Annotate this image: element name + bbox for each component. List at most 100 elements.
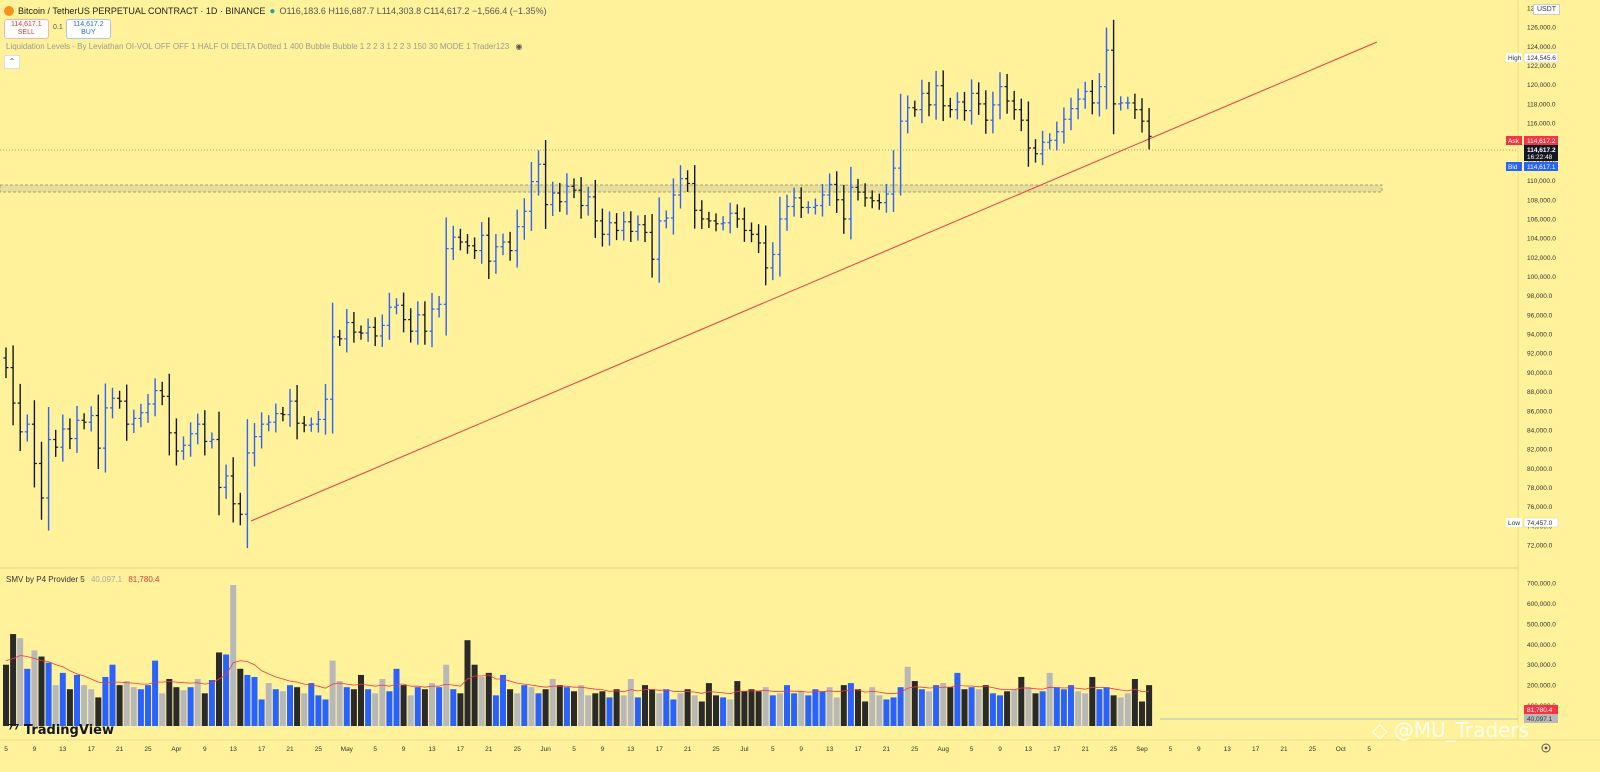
eye-icon[interactable]: ◉: [515, 42, 523, 51]
price-bar: [514, 209, 520, 268]
price-bar: [323, 383, 328, 435]
volume-bar: [805, 695, 812, 726]
time-tick-label: 5: [1169, 746, 1173, 753]
buy-button[interactable]: 114,617.2 BUY: [66, 19, 111, 39]
price-bar: [95, 394, 101, 470]
time-tick-label: May: [341, 746, 354, 753]
volume-bar: [31, 650, 38, 726]
low-label: Low 74,457.0: [1506, 517, 1559, 528]
volume-bar: [287, 685, 293, 726]
time-tick-label: 17: [1252, 746, 1260, 753]
volume-bar: [926, 691, 932, 726]
volume-bar: [109, 664, 116, 726]
svg-text:114,617.2: 114,617.2: [1527, 138, 1556, 145]
price-bar: [805, 201, 811, 214]
price-tick-label: 122,000.0: [1527, 63, 1556, 70]
price-bar: [791, 187, 797, 217]
volume-bar: [634, 697, 641, 726]
price-bar: [1018, 98, 1024, 132]
volume-bar: [883, 699, 890, 726]
price-bar: [855, 178, 861, 201]
price-bar: [621, 211, 627, 241]
volume-bar: [52, 685, 59, 726]
price-bar: [408, 308, 414, 343]
time-tick-label: 25: [144, 746, 152, 753]
volume-bar: [130, 687, 137, 726]
price-bar: [429, 292, 435, 348]
price-bar: [216, 411, 222, 516]
volume-bar: [180, 690, 187, 726]
volume-bar: [10, 634, 17, 726]
volume-bar: [216, 652, 222, 726]
volume-bar: [1082, 693, 1089, 726]
volume-bar: [1089, 676, 1096, 726]
price-bar: [131, 409, 137, 433]
price-bar: [699, 200, 705, 230]
volume-bar: [244, 674, 251, 726]
volume-bar: [776, 693, 783, 726]
price-bar: [266, 415, 272, 432]
volume-bar: [542, 689, 549, 726]
time-tick-label: 17: [656, 746, 664, 753]
price-bar: [67, 418, 73, 450]
price-bar: [507, 231, 513, 261]
price-bar: [351, 311, 357, 343]
price-bar: [1082, 81, 1088, 109]
price-tick-label: 86,000.0: [1527, 408, 1553, 415]
time-tick-label: Jul: [740, 746, 749, 753]
svg-text:40,097.1: 40,097.1: [1527, 716, 1553, 723]
volume-bar: [74, 674, 80, 726]
volume-bar: [933, 685, 940, 726]
volume-bar: [578, 685, 585, 726]
sell-label: SELL: [17, 29, 35, 36]
price-bar: [394, 298, 399, 315]
price-bar: [599, 208, 605, 247]
volume-bar: [911, 681, 918, 726]
price-bar: [777, 196, 783, 277]
settings-gear-icon[interactable]: [1541, 743, 1551, 753]
volume-legend[interactable]: SMV by P4 Provider 5 40,097.1 81,780.4: [6, 575, 159, 584]
symbol-title[interactable]: Bitcoin / TetherUS PERPETUAL CONTRACT · …: [18, 6, 266, 16]
liquidation-zone[interactable]: [0, 184, 1383, 193]
tradingview-logo[interactable]: ⁷⁷ TradingView: [8, 723, 114, 738]
volume-bar: [592, 693, 599, 726]
indicator-legend[interactable]: Liquidation Levels - By Leviathan OI-VOL…: [6, 42, 522, 51]
price-bar: [102, 383, 108, 473]
price-bar: [337, 329, 343, 346]
volume-bar: [997, 695, 1003, 726]
volume-tick-label: 200,000.0: [1527, 683, 1556, 690]
price-bar: [244, 419, 250, 549]
volume-bar: [847, 683, 854, 726]
volume-bar: [940, 683, 947, 726]
volume-bar: [24, 668, 31, 726]
price-bar: [883, 183, 889, 213]
volume-bar: [521, 685, 528, 726]
volume-bar: [698, 701, 705, 726]
time-tick-label: 9: [402, 746, 406, 753]
time-tick-label: Apr: [171, 746, 182, 753]
price-bar: [181, 436, 186, 460]
time-tick-label: 13: [1025, 746, 1033, 753]
price-bar: [869, 190, 875, 209]
time-tick-label: 9: [799, 746, 803, 753]
price-bar: [344, 308, 350, 353]
price-bar: [315, 410, 321, 433]
sell-button[interactable]: 114,617.1 SELL: [4, 19, 49, 39]
currency-selector[interactable]: USDT: [1532, 4, 1560, 15]
volume-bar: [1117, 697, 1124, 726]
volume-bar: [954, 672, 961, 726]
watermark-icon: ◇: [1372, 718, 1388, 742]
trendline[interactable]: [250, 41, 1378, 522]
collapse-legend-button[interactable]: ⌃: [4, 55, 20, 69]
price-bar: [919, 79, 925, 124]
volume-bar: [918, 689, 925, 726]
volume-bar: [1131, 679, 1138, 726]
price-bar: [678, 165, 683, 209]
volume-value: 40,097.1: [90, 575, 123, 584]
volume-bar: [862, 701, 869, 726]
volume-bar: [989, 693, 996, 726]
symbol-header: Bitcoin / TetherUS PERPETUAL CONTRACT · …: [4, 4, 547, 18]
time-tick-label: 9: [998, 746, 1002, 753]
